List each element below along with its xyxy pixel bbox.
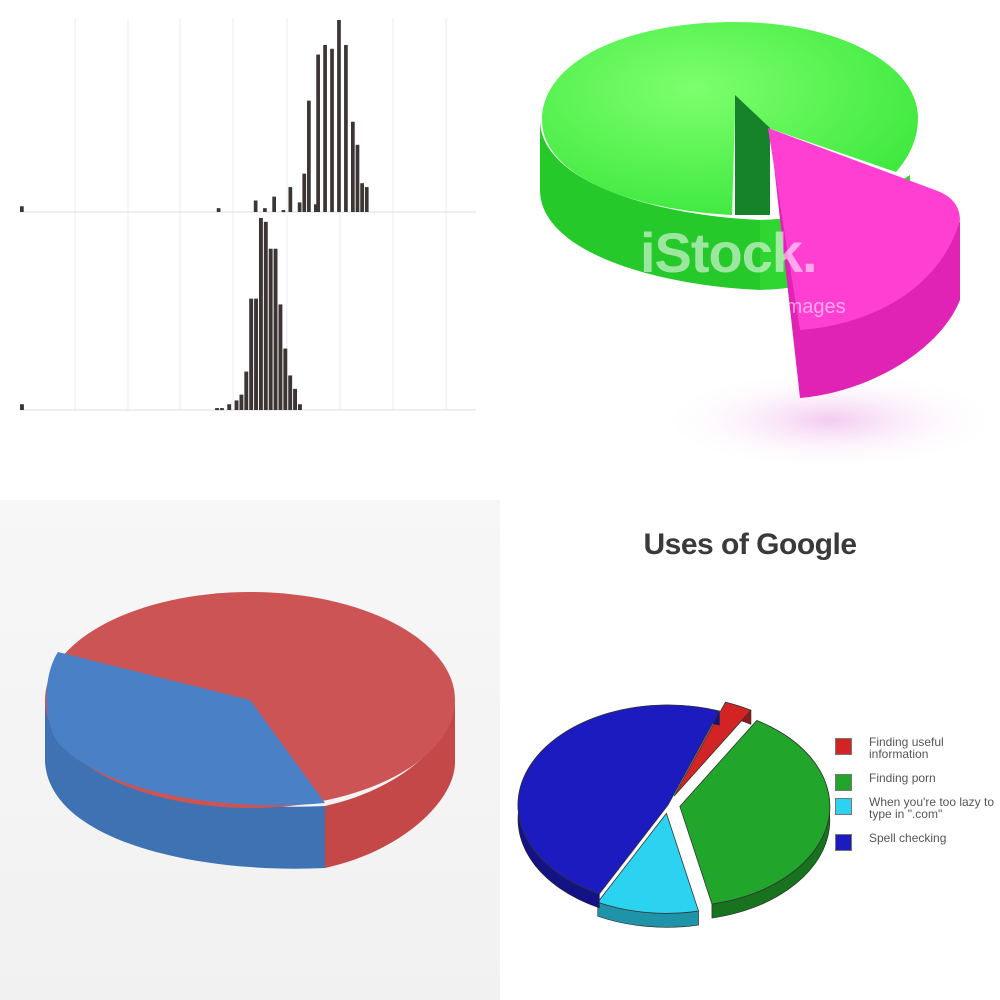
histogram-bar	[216, 208, 221, 212]
legend-label: Finding useful information	[869, 735, 944, 761]
histogram-bar	[239, 394, 244, 410]
histogram-bar	[215, 408, 219, 411]
pie-slice-1	[673, 701, 752, 797]
legend-swatch	[835, 738, 852, 755]
histogram-bar	[355, 144, 360, 212]
histogram-bar	[268, 248, 273, 410]
uses-of-google-pie-chart	[517, 701, 831, 928]
histogram-bar	[288, 187, 293, 212]
histogram-bar	[20, 206, 24, 212]
legend-swatch	[835, 798, 852, 815]
histogram-bar	[234, 400, 239, 410]
istock-watermark: iStock.	[640, 221, 818, 284]
histogram-bar	[253, 200, 258, 212]
histogram-subplot-1	[20, 20, 476, 213]
pie-slice-top	[679, 720, 831, 905]
pie-slice-top	[597, 812, 700, 914]
histogram-bar	[272, 196, 276, 212]
pie-shadow	[660, 370, 1000, 470]
histogram-bar	[249, 298, 254, 410]
green-magenta-pie-panel: iStock. by Getty Images	[500, 0, 1000, 500]
histogram-bar	[307, 100, 311, 212]
histogram-bar	[244, 371, 249, 410]
legend-item: Finding useful information	[835, 736, 1000, 760]
histogram-bar	[227, 404, 232, 410]
legend-item: Finding porn	[835, 771, 1000, 791]
histogram-bar	[313, 204, 318, 212]
histogram-bar	[360, 183, 364, 212]
green-magenta-pie-chart	[540, 22, 1000, 470]
histogram-bar	[263, 221, 268, 410]
histogram-bar	[273, 248, 278, 410]
histogram-bar	[330, 48, 334, 212]
histogram-bar	[293, 388, 298, 410]
legend-item: When you're too lazy to type in ".com"	[835, 796, 1000, 820]
legend-label: Finding porn	[869, 771, 936, 785]
pie-slice-top	[673, 701, 752, 797]
legend-swatch	[835, 834, 852, 851]
pie-slice-top	[517, 704, 721, 895]
histogram-bar	[258, 218, 263, 410]
pie-slice-2	[679, 720, 831, 919]
histogram-bar	[263, 208, 267, 212]
histogram-bar	[344, 44, 348, 213]
histogram-bar	[278, 304, 283, 410]
histogram-bar	[323, 44, 327, 213]
green-slice-top	[542, 22, 918, 215]
legend-item: Spell checking	[835, 831, 1000, 851]
chart-legend: Finding useful information Finding porn Wh…	[835, 736, 1000, 856]
histogram-bar	[20, 404, 24, 410]
histogram-bar	[302, 173, 307, 212]
chart-title: Uses of Google	[643, 528, 857, 561]
histogram-bar	[337, 20, 341, 212]
getty-watermark: by Getty Images	[700, 296, 846, 318]
legend-label: Spell checking	[869, 831, 947, 845]
blue-slice-top	[46, 652, 326, 806]
green-slice-cut-face	[735, 95, 770, 215]
histogram-bar	[288, 375, 293, 410]
histogram-bar	[297, 202, 302, 212]
green-slice-side	[540, 120, 760, 290]
histogram-bar	[281, 210, 286, 213]
legend-label: When you're too lazy to type in ".com"	[869, 795, 995, 821]
histogram-panel	[0, 0, 500, 500]
magenta-slice-top	[768, 128, 960, 330]
pie-slice-3	[597, 812, 700, 928]
red-blue-pie-chart	[45, 592, 455, 869]
histogram-chart	[20, 18, 476, 411]
pie-slice-4	[517, 704, 721, 909]
blue-slice-side	[45, 700, 325, 869]
histogram-bar	[364, 187, 369, 212]
histogram-bar	[351, 121, 355, 212]
red-blue-pie-panel	[0, 500, 500, 1000]
uses-of-google-panel: Uses of Google Finding useful informatio…	[500, 500, 1000, 1000]
histogram-bar	[219, 408, 224, 411]
histogram-subplot-2	[20, 218, 476, 411]
histogram-bar	[316, 54, 320, 213]
red-slice-side	[325, 700, 455, 868]
histogram-bar	[254, 298, 258, 410]
histogram-bar	[283, 348, 288, 410]
histogram-bar	[297, 404, 302, 410]
legend-swatch	[835, 774, 852, 791]
